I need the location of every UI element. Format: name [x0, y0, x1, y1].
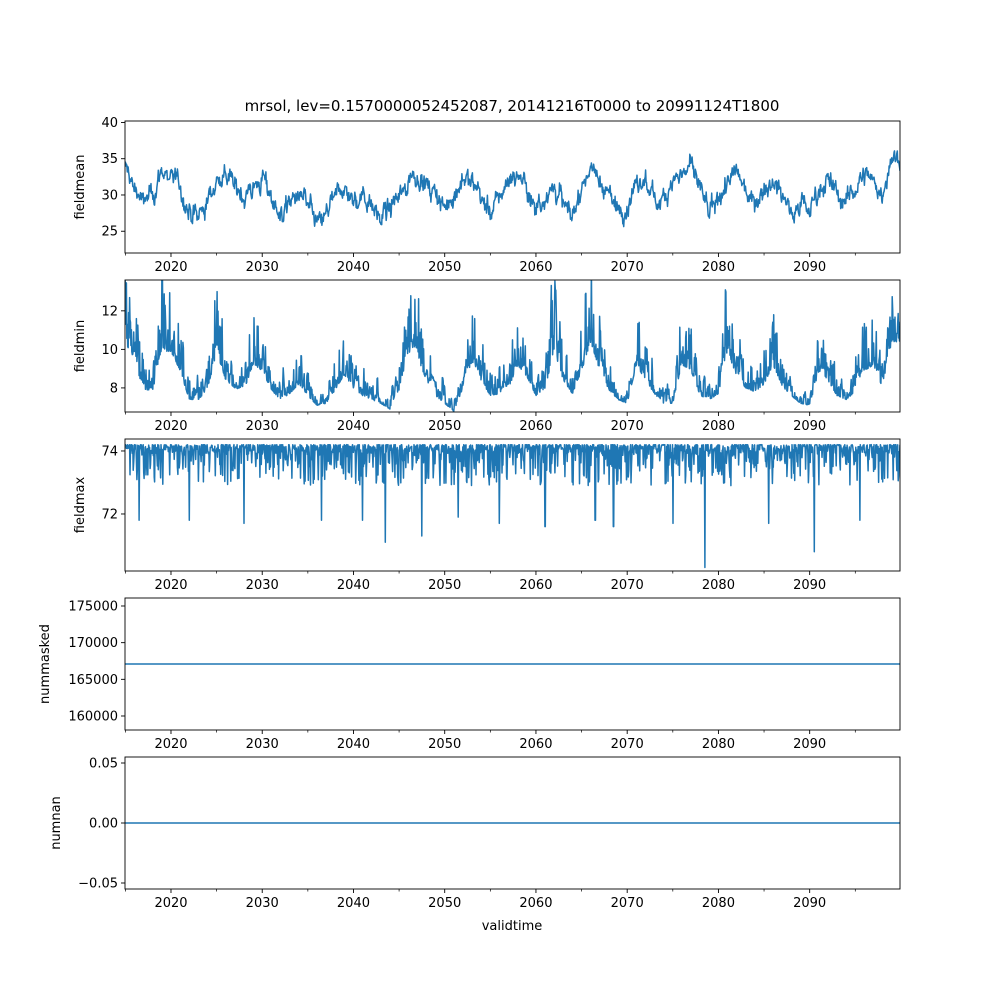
fieldmin-series-line [125, 280, 900, 412]
x-tick-label: 2040 [337, 260, 370, 275]
x-tick-label: 2070 [611, 260, 644, 275]
x-tick-label: 2060 [519, 737, 552, 752]
x-tick-label: 2050 [428, 896, 461, 911]
x-tick-label: 2090 [793, 419, 826, 434]
x-tick-label: 2050 [428, 578, 461, 593]
nummasked-y-tick-label: 160000 [68, 709, 118, 724]
x-tick-label: 2090 [793, 737, 826, 752]
x-tick-label: 2060 [519, 578, 552, 593]
x-tick-label: 2080 [702, 896, 735, 911]
x-tick-label: 2090 [793, 896, 826, 911]
nummasked-y-tick-label: 165000 [68, 673, 118, 688]
x-tick-label: 2060 [519, 419, 552, 434]
x-tick-label: 2030 [246, 419, 279, 434]
fieldmean-y-tick-label: 40 [101, 116, 118, 131]
x-tick-label: 2090 [793, 260, 826, 275]
x-tick-label: 2050 [428, 260, 461, 275]
fieldmax-axes-frame [124, 438, 901, 572]
panel-nummasked: 160000 165000 170000 175000 2020 2030 2040 2050… [38, 597, 901, 752]
numnan-y-axis-label: numnan [49, 796, 64, 850]
x-tick-label: 2060 [519, 896, 552, 911]
x-tick-label: 2040 [337, 737, 370, 752]
nummasked-axes-frame [124, 597, 901, 731]
x-tick-label: 2020 [154, 578, 187, 593]
fieldmean-y-tick-label: 35 [101, 152, 118, 167]
fieldmin-y-tick-label: 12 [101, 304, 118, 319]
x-tick-label: 2050 [428, 419, 461, 434]
fieldmin-y-axis-label: fieldmin [73, 320, 88, 373]
fieldmax-y-axis-label: fieldmax [73, 477, 88, 534]
nummasked-y-tick-label: 170000 [68, 636, 118, 651]
numnan-y-tick-label: −0.05 [78, 877, 118, 892]
fieldmax-y-tick-label: 74 [101, 444, 118, 459]
x-tick-label: 2080 [702, 260, 735, 275]
fieldmin-y-tick-label: 10 [101, 343, 118, 358]
x-tick-label: 2070 [611, 578, 644, 593]
x-tick-label: 2050 [428, 737, 461, 752]
panel-fieldmean: 25 30 35 40 2020 2030 2040 2050 2060 2070 2080 2090… [73, 116, 901, 275]
x-tick-label: 2090 [793, 578, 826, 593]
nummasked-y-tick-label: 175000 [68, 599, 118, 614]
fieldmean-series-line [125, 150, 900, 228]
fieldmin-y-tick-label: 8 [110, 381, 118, 396]
x-tick-label: 2080 [702, 419, 735, 434]
fieldmean-axes-frame [124, 120, 901, 254]
chart-title: mrsol, lev=0.1570000052452087, 20141216T… [245, 97, 780, 115]
x-tick-label: 2020 [154, 896, 187, 911]
fieldmean-y-axis-label: fieldmean [73, 155, 88, 220]
x-tick-label: 2030 [246, 896, 279, 911]
fieldmax-y-tick-label: 72 [101, 507, 118, 522]
x-tick-label: 2030 [246, 737, 279, 752]
x-tick-label: 2070 [611, 419, 644, 434]
x-tick-label: 2030 [246, 260, 279, 275]
x-axis-label: validtime [482, 919, 543, 934]
x-tick-label: 2040 [337, 419, 370, 434]
panel-numnan: −0.05 0.00 0.05 2020 2030 2040 2050 2060 2070 208… [49, 757, 901, 911]
fieldmean-y-tick-label: 30 [101, 188, 118, 203]
numnan-y-tick-label: 0.05 [89, 757, 118, 772]
x-tick-label: 2080 [702, 578, 735, 593]
numnan-y-tick-label: 0.00 [89, 817, 118, 832]
fieldmax-series-line [125, 443, 900, 569]
x-tick-label: 2060 [519, 260, 552, 275]
x-tick-label: 2020 [154, 419, 187, 434]
x-tick-label: 2020 [154, 737, 187, 752]
x-tick-label: 2040 [337, 896, 370, 911]
panel-fieldmax: 72 74 2020 2030 2040 2050 2060 2070 2080 2090 fiel… [73, 438, 901, 593]
fieldmin-axes-frame [124, 279, 901, 413]
x-tick-label: 2030 [246, 578, 279, 593]
nummasked-y-axis-label: nummasked [38, 624, 53, 704]
x-tick-label: 2080 [702, 737, 735, 752]
x-tick-label: 2020 [154, 260, 187, 275]
x-tick-label: 2070 [611, 896, 644, 911]
fieldmean-y-tick-label: 25 [101, 225, 118, 240]
x-tick-label: 2040 [337, 578, 370, 593]
panel-fieldmin: 8 10 12 2020 2030 2040 2050 2060 2070 2080 2090 fie… [73, 279, 901, 434]
x-tick-label: 2070 [611, 737, 644, 752]
